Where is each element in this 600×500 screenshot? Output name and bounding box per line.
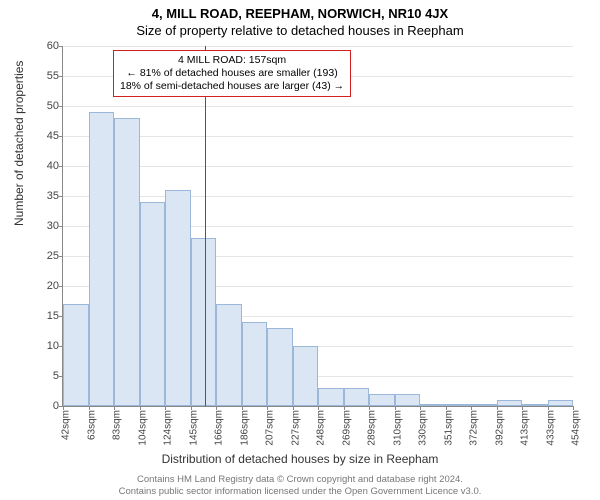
y-tick-label: 25	[29, 250, 59, 262]
histogram-bar	[548, 400, 574, 406]
histogram-bar	[63, 304, 89, 406]
y-tick-label: 10	[29, 340, 59, 352]
y-tick-label: 55	[29, 70, 59, 82]
x-tick-label: 372sqm	[469, 410, 480, 446]
x-tick-label: 207sqm	[265, 410, 276, 446]
chart-container: 4, MILL ROAD, REEPHAM, NORWICH, NR10 4JX…	[0, 0, 600, 500]
chart-area: 05101520253035404550556042sqm63sqm83sqm1…	[62, 46, 572, 406]
histogram-bar	[344, 388, 370, 406]
histogram-bar	[522, 404, 548, 406]
histogram-bar	[89, 112, 115, 406]
x-tick-label: 248sqm	[316, 410, 327, 446]
annotation-box: 4 MILL ROAD: 157sqm← 81% of detached hou…	[113, 50, 351, 97]
histogram-bar	[318, 388, 344, 406]
plot-region: 05101520253035404550556042sqm63sqm83sqm1…	[62, 46, 573, 407]
gridline	[63, 106, 573, 107]
histogram-bar	[395, 394, 421, 406]
x-tick-label: 351sqm	[443, 410, 454, 446]
annotation-line: 18% of semi-detached houses are larger (…	[120, 80, 344, 93]
y-tick-mark	[59, 256, 63, 257]
x-tick-label: 166sqm	[214, 410, 225, 446]
y-tick-label: 50	[29, 100, 59, 112]
x-tick-label: 413sqm	[520, 410, 531, 446]
histogram-bar	[242, 322, 268, 406]
license-line-2: Contains public sector information licen…	[119, 486, 482, 497]
gridline	[63, 196, 573, 197]
y-tick-mark	[59, 166, 63, 167]
y-tick-label: 15	[29, 310, 59, 322]
x-tick-label: 104sqm	[137, 410, 148, 446]
x-tick-label: 145sqm	[188, 410, 199, 446]
annotation-line: 4 MILL ROAD: 157sqm	[120, 54, 344, 67]
reference-line	[205, 46, 206, 406]
y-tick-label: 30	[29, 220, 59, 232]
x-tick-label: 310sqm	[392, 410, 403, 446]
gridline	[63, 136, 573, 137]
histogram-bar	[140, 202, 166, 406]
y-axis-label: Number of detached properties	[12, 61, 26, 226]
title-sub: Size of property relative to detached ho…	[0, 21, 600, 38]
gridline	[63, 46, 573, 47]
histogram-bar	[267, 328, 293, 406]
y-tick-label: 20	[29, 280, 59, 292]
histogram-bar	[369, 394, 395, 406]
x-tick-label: 63sqm	[86, 410, 97, 440]
histogram-bar	[420, 404, 446, 406]
y-tick-label: 40	[29, 160, 59, 172]
histogram-bar	[216, 304, 242, 406]
y-tick-label: 0	[29, 400, 59, 412]
y-tick-label: 60	[29, 40, 59, 52]
x-tick-label: 289sqm	[367, 410, 378, 446]
histogram-bar	[471, 404, 497, 406]
license-text: Contains HM Land Registry data © Crown c…	[0, 474, 600, 497]
x-axis-label: Distribution of detached houses by size …	[0, 452, 600, 466]
y-tick-label: 35	[29, 190, 59, 202]
annotation-line: ← 81% of detached houses are smaller (19…	[120, 67, 344, 80]
y-tick-label: 45	[29, 130, 59, 142]
histogram-bar	[293, 346, 319, 406]
x-tick-label: 392sqm	[494, 410, 505, 446]
x-tick-label: 83sqm	[112, 410, 123, 440]
y-tick-mark	[59, 136, 63, 137]
x-tick-label: 433sqm	[545, 410, 556, 446]
x-tick-label: 330sqm	[418, 410, 429, 446]
y-tick-mark	[59, 226, 63, 227]
x-tick-label: 454sqm	[571, 410, 582, 446]
x-tick-label: 186sqm	[239, 410, 250, 446]
histogram-bar	[165, 190, 191, 406]
histogram-bar	[497, 400, 523, 406]
license-line-1: Contains HM Land Registry data © Crown c…	[137, 474, 463, 485]
y-tick-mark	[59, 106, 63, 107]
histogram-bar	[114, 118, 140, 406]
y-tick-mark	[59, 196, 63, 197]
y-tick-mark	[59, 76, 63, 77]
x-tick-label: 227sqm	[290, 410, 301, 446]
histogram-bar	[191, 238, 217, 406]
x-tick-label: 42sqm	[61, 410, 72, 440]
title-main: 4, MILL ROAD, REEPHAM, NORWICH, NR10 4JX	[0, 0, 600, 21]
y-tick-mark	[59, 286, 63, 287]
gridline	[63, 166, 573, 167]
histogram-bar	[446, 404, 472, 406]
x-tick-label: 269sqm	[341, 410, 352, 446]
y-tick-mark	[59, 46, 63, 47]
y-tick-label: 5	[29, 370, 59, 382]
x-tick-label: 124sqm	[163, 410, 174, 446]
